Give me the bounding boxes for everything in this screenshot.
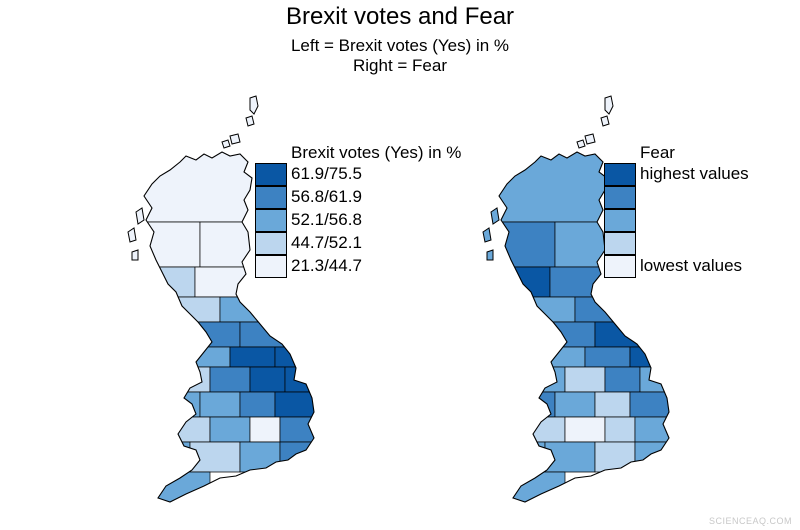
legend-swatch [255,186,287,209]
map-region [594,441,636,473]
fear-map [482,95,670,503]
island [576,139,586,149]
legend-title: Brexit votes (Yes) in % [291,143,462,162]
map-region [554,391,596,418]
map-region [239,321,301,348]
map-region [499,441,546,473]
legend-item: 21.3/44.7 [255,255,555,278]
map-region [634,441,669,473]
legend-swatch [604,255,636,278]
map-region [209,416,251,443]
map-region [144,441,191,473]
map-region [249,416,281,443]
brexit-votes-map [127,95,315,503]
watermark: SCIENCEAQ.COM [708,516,792,526]
map-region [159,391,201,418]
island [600,115,610,127]
map-region [169,416,211,443]
map-region [629,346,669,368]
legend-swatch [255,255,287,278]
legend-item: 44.7/52.1 [255,232,555,255]
legend-label: 61.9/75.5 [291,164,362,183]
legend-label: 44.7/52.1 [291,233,362,252]
map-region [594,391,631,418]
legend-item [604,186,800,209]
map-region [239,441,281,473]
map-region [574,296,636,323]
island [229,133,241,145]
map-region [284,366,314,393]
legend-swatch [255,163,287,186]
map-region [544,346,586,368]
legend-item: 56.8/61.9 [255,186,555,209]
map-region [209,366,251,393]
map-region [199,391,241,418]
legend-label: highest values [640,164,749,183]
island [131,249,139,261]
island [490,207,500,225]
legend-item: highest values [604,163,800,186]
legend-label: 21.3/44.7 [291,256,362,275]
subtitle-line-1: Left = Brexit votes (Yes) in % [290,36,510,55]
legend-title: Fear [640,143,675,162]
legend-item: 61.9/75.5 [255,163,555,186]
map-region [639,366,669,393]
map-region [194,266,261,298]
island [486,249,494,261]
island [482,227,492,243]
map-region [524,416,566,443]
legend-swatch [604,232,636,255]
legend-swatch [604,209,636,232]
map-region [144,221,201,268]
island [604,95,614,115]
map-region [514,391,556,418]
legend-label: lowest values [640,256,743,275]
map-region [159,296,221,323]
map-region [544,441,596,473]
legend-label: 56.8/61.9 [291,187,362,206]
map-region [594,321,656,348]
island [245,115,255,127]
legend-item: lowest values [604,255,800,278]
map-region [564,416,606,443]
map-region [514,296,576,323]
legend-swatch [604,186,636,209]
legend-label: 52.1/56.8 [291,210,362,229]
map-region [534,321,596,348]
map-region [144,152,256,223]
legend-item: 52.1/56.8 [255,209,555,232]
map-region [239,391,276,418]
map-region [279,441,314,473]
map-region [584,346,631,368]
map-region [274,391,314,418]
legend-swatch [255,232,287,255]
map-region [249,366,286,393]
map-region [274,346,314,368]
map-region [179,321,241,348]
map-region [199,221,261,268]
island [249,95,259,115]
map-region [189,346,231,368]
map-region [144,471,211,502]
map-region [189,441,241,473]
map-region [564,366,606,393]
map-region [629,391,669,418]
legend-swatch [604,163,636,186]
subtitle-line-2: Right = Fear [352,56,447,75]
island [584,133,596,145]
map-region [229,346,276,368]
chart-title: Brexit votes and Fear [285,3,515,30]
island [221,139,231,149]
map-region [604,416,636,443]
island [127,227,137,243]
island [135,207,145,225]
map-region [604,366,641,393]
map-region [499,471,566,502]
legend-swatch [255,209,287,232]
map-region [219,296,281,323]
legend-item [604,209,800,232]
legend-item [604,232,800,255]
